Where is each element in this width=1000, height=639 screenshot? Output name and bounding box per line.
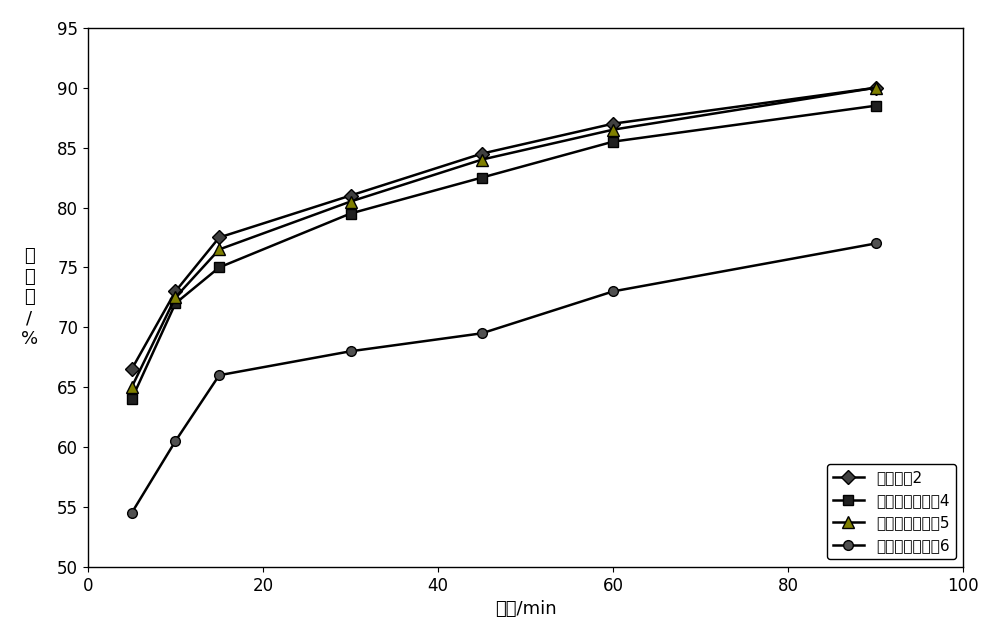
参比制剂2 [213, 234, 225, 242]
参比制剂2 [126, 366, 138, 373]
格列美脲分散片5 [870, 84, 882, 91]
参比制剂2 [345, 192, 357, 199]
格列美脲分散片4 [126, 396, 138, 403]
格列美脲分散片4 [345, 210, 357, 217]
格列美脲分散片4 [476, 174, 488, 181]
Line: 格列美脲分散片5: 格列美脲分散片5 [126, 82, 881, 393]
格列美脲分散片5 [169, 293, 181, 301]
格列美脲分散片5 [345, 197, 357, 205]
格列美脲分散片5 [607, 126, 619, 134]
格列美脲分散片4 [169, 300, 181, 307]
Legend: 参比制剂2, 格列美脲分散片4, 格列美脲分散片5, 格列美脲分散片6: 参比制剂2, 格列美脲分散片4, 格列美脲分散片5, 格列美脲分散片6 [827, 464, 956, 559]
参比制剂2 [476, 150, 488, 157]
格列美脲分散片6 [213, 371, 225, 379]
参比制剂2 [870, 84, 882, 91]
格列美脲分散片6 [476, 330, 488, 337]
格列美脲分散片4 [213, 263, 225, 271]
格列美脲分散片4 [607, 138, 619, 146]
格列美脲分散片6 [870, 240, 882, 247]
格列美脲分散片6 [169, 437, 181, 445]
格列美脲分散片5 [476, 156, 488, 164]
格列美脲分散片5 [126, 383, 138, 391]
Y-axis label: 溶
出
度
/
%: 溶 出 度 / % [21, 247, 38, 348]
格列美脲分散片6 [126, 509, 138, 517]
Line: 格列美脲分散片6: 格列美脲分散片6 [127, 238, 881, 518]
格列美脲分散片6 [607, 288, 619, 295]
格列美脲分散片6 [345, 348, 357, 355]
Line: 格列美脲分散片4: 格列美脲分散片4 [127, 101, 881, 404]
参比制剂2 [607, 120, 619, 128]
参比制剂2 [169, 288, 181, 295]
Line: 参比制剂2: 参比制剂2 [127, 83, 881, 374]
格列美脲分散片4 [870, 102, 882, 109]
X-axis label: 时间/min: 时间/min [495, 600, 556, 618]
格列美脲分散片5 [213, 245, 225, 253]
